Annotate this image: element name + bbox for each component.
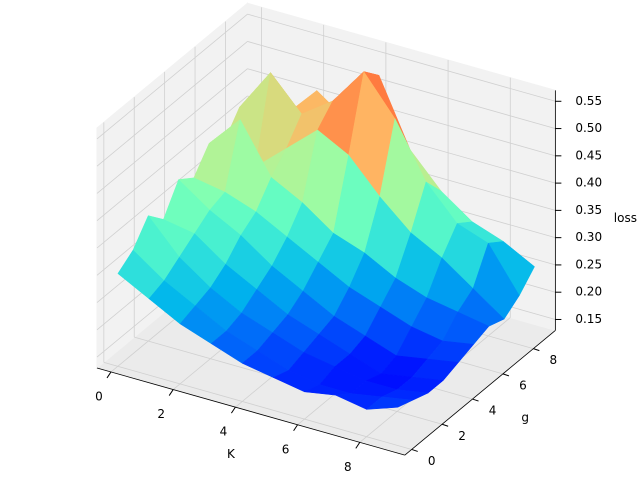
x-tick xyxy=(355,442,361,449)
x-axis-label: K xyxy=(227,447,236,461)
grid-line xyxy=(247,41,556,129)
y-tick xyxy=(441,423,449,427)
y-tick-label: 6 xyxy=(519,378,527,392)
z-tick-label: 0.45 xyxy=(575,148,602,162)
z-tick-label: 0.30 xyxy=(575,230,602,244)
x-tick-label: 6 xyxy=(282,442,290,456)
x-tick-label: 0 xyxy=(95,389,103,403)
z-tick-label: 0.25 xyxy=(575,257,602,271)
x-tick-label: 4 xyxy=(220,425,228,439)
x-tick xyxy=(293,424,299,432)
grid-line xyxy=(247,68,556,157)
z-tick-label: 0.35 xyxy=(575,203,602,217)
y-tick-label: 2 xyxy=(458,429,466,443)
grid-line xyxy=(96,41,248,167)
x-axis xyxy=(96,367,405,456)
z-tick-label: 0.55 xyxy=(575,94,602,108)
grid-line xyxy=(96,68,248,194)
y-axis xyxy=(404,330,556,456)
z-tick-label: 0.15 xyxy=(575,312,602,326)
z-axis-label: loss xyxy=(614,211,637,225)
x-tick xyxy=(106,371,112,379)
x-tick-label: 8 xyxy=(344,460,352,474)
y-axis-label: g xyxy=(521,410,529,424)
grid-line xyxy=(247,13,556,102)
y-tick-label: 0 xyxy=(428,454,436,468)
y-tick xyxy=(502,373,510,377)
y-tick-label: 8 xyxy=(550,353,558,367)
x-tick xyxy=(230,406,236,414)
surface-face xyxy=(365,396,414,410)
z-tick-label: 0.50 xyxy=(575,121,602,135)
x-tick-label: 2 xyxy=(157,407,165,421)
y-tick-label: 4 xyxy=(489,404,497,418)
grid-line xyxy=(96,95,248,222)
y-tick xyxy=(411,448,418,452)
y-tick xyxy=(533,348,540,352)
z-tick-label: 0.40 xyxy=(575,176,602,190)
y-tick xyxy=(472,398,479,402)
z-tick-label: 0.20 xyxy=(575,285,602,299)
grid-line xyxy=(96,13,248,140)
x-tick xyxy=(168,389,174,396)
grid-line xyxy=(103,361,412,450)
